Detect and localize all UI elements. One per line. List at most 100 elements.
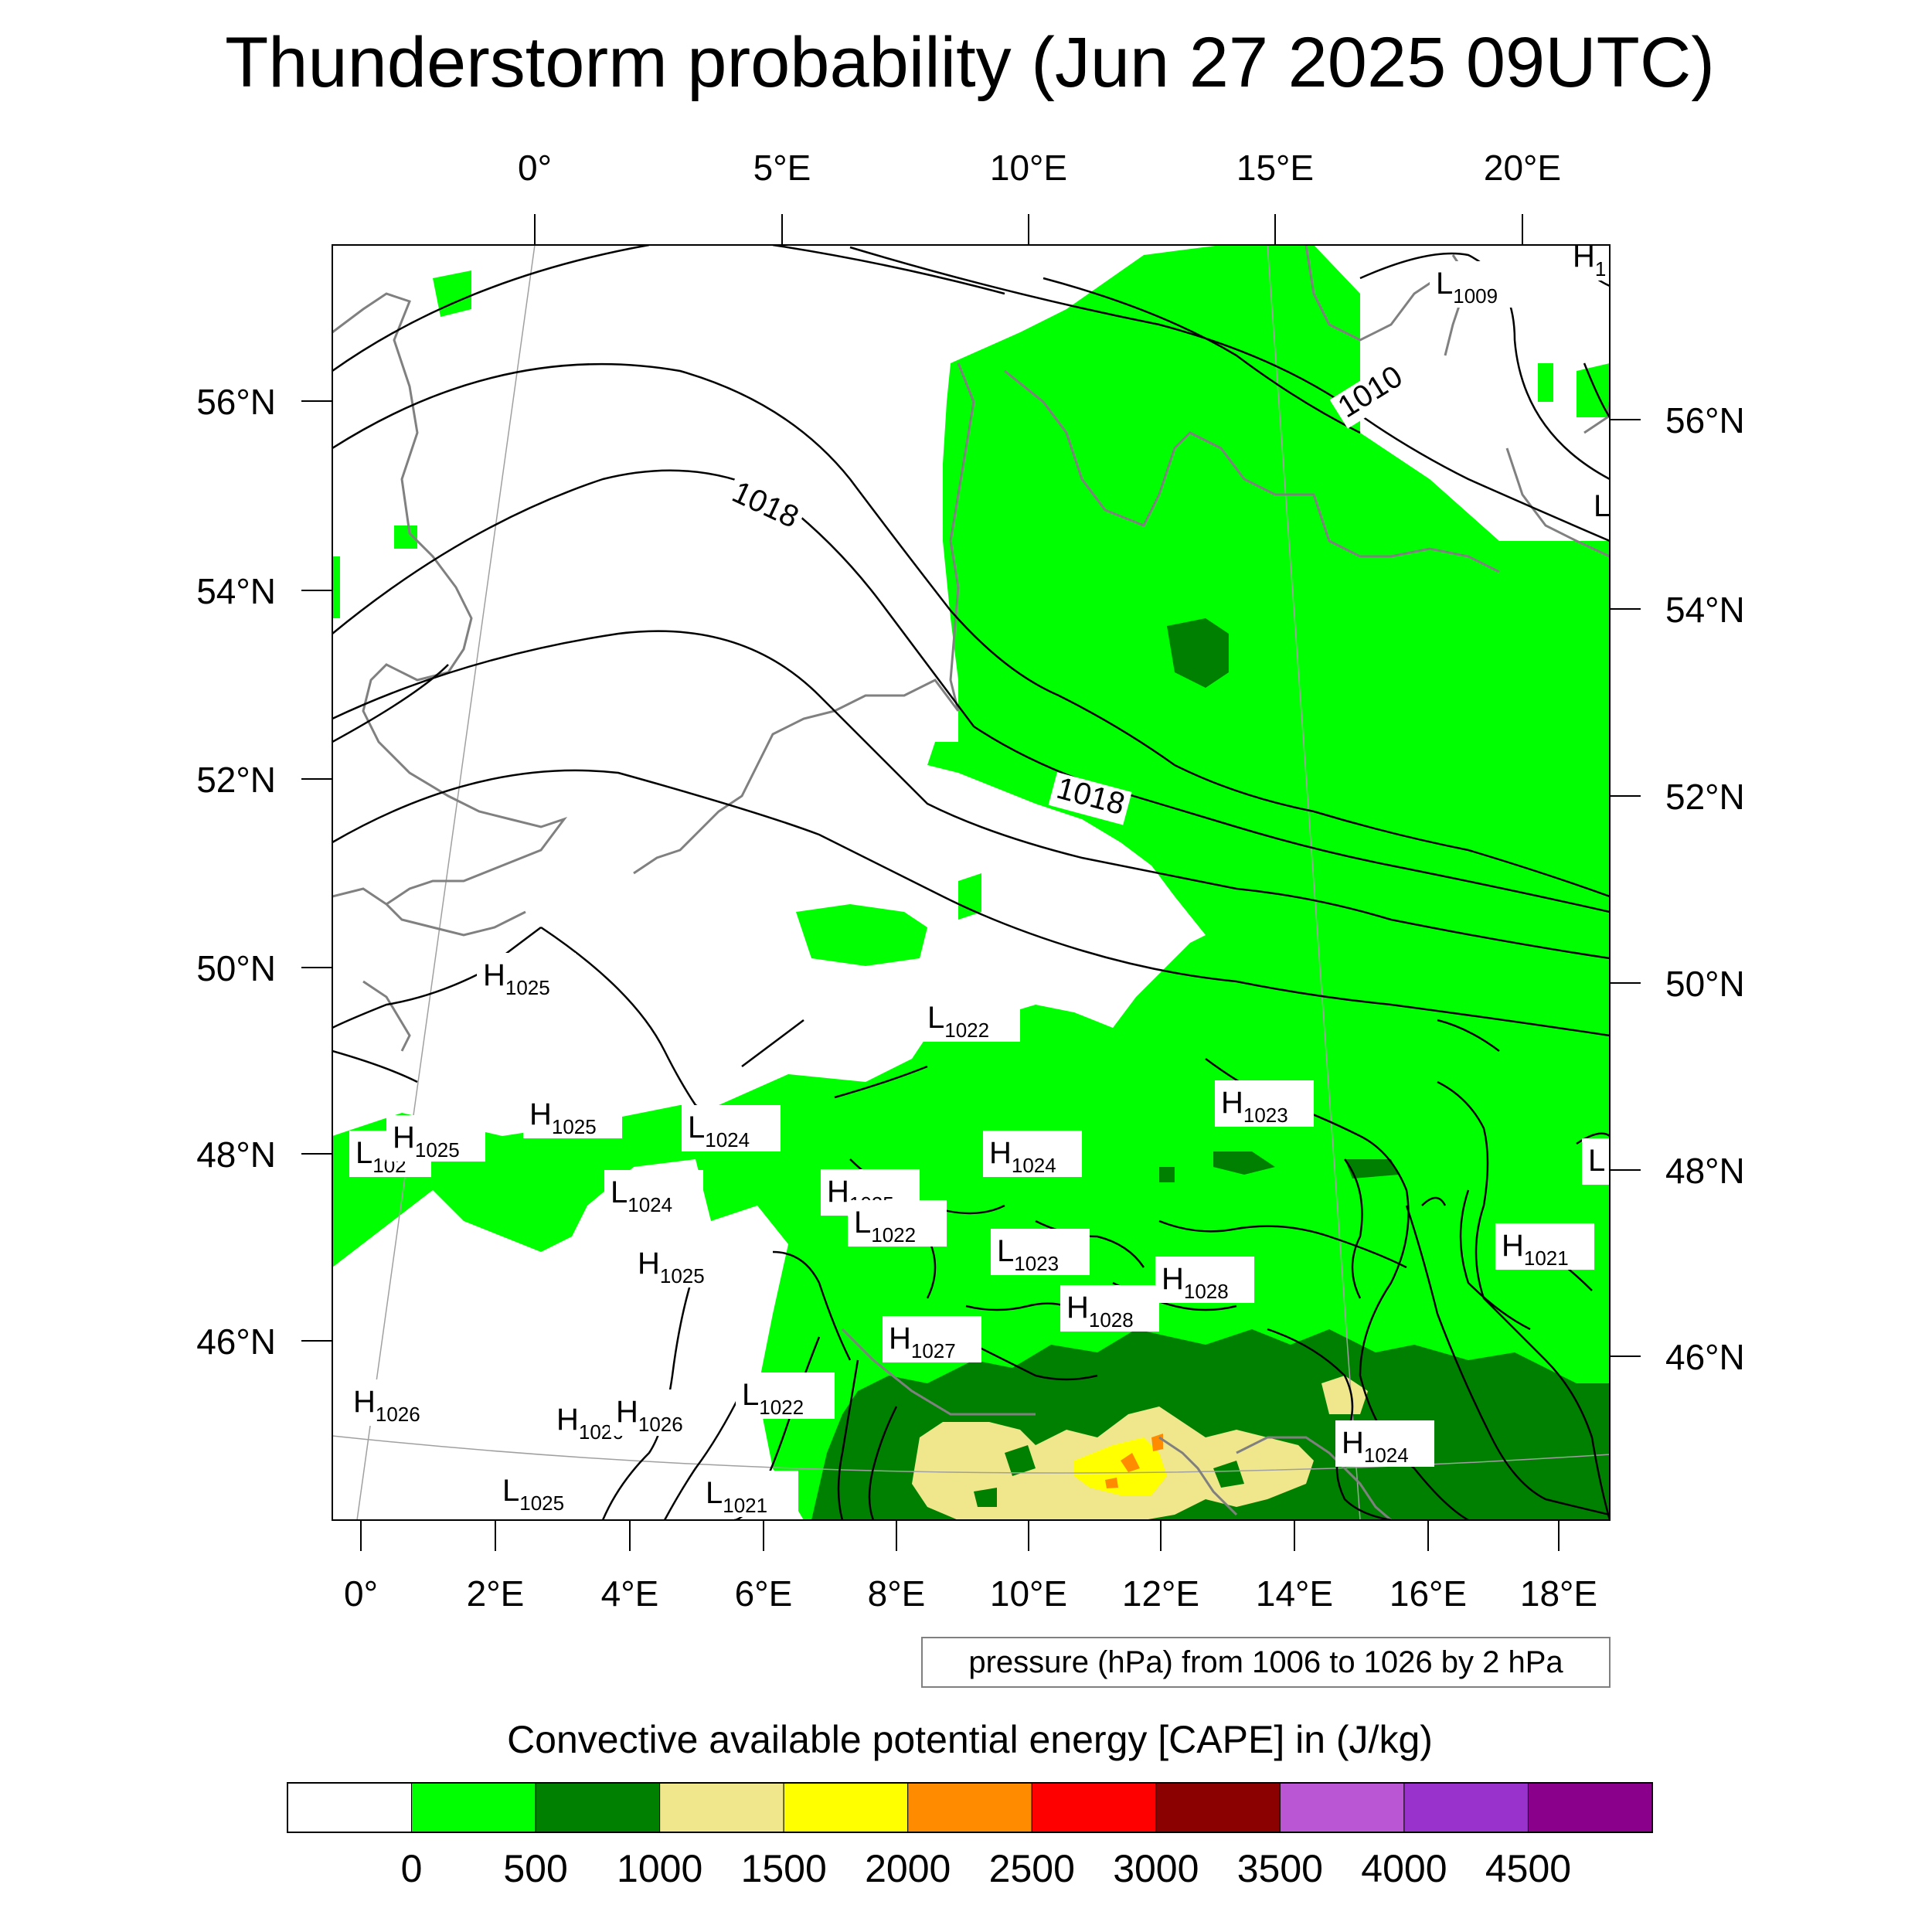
pressure-center-value: 1023 — [1243, 1104, 1288, 1127]
pressure-center-value: 1028 — [1184, 1280, 1229, 1303]
pressure-center-label: H1026 — [347, 1379, 446, 1426]
bottom-lon-label: 12°E — [1122, 1573, 1199, 1614]
pressure-center-label: H1028 — [1155, 1257, 1254, 1303]
colorbar-swatch — [1155, 1782, 1281, 1833]
pressure-center-value: 1021 — [1524, 1247, 1569, 1270]
bottom-lon-label: 14°E — [1256, 1573, 1333, 1614]
pressure-center-value: 1022 — [944, 1019, 989, 1042]
pressure-center-label: H1025 — [386, 1115, 485, 1162]
pressure-center-label: L1024 — [682, 1105, 781, 1151]
colorbar-swatch — [1279, 1782, 1405, 1833]
colorbar-swatches — [287, 1782, 1653, 1833]
pressure-center-label: L1022 — [848, 1200, 947, 1247]
pressure-center-value: 1022 — [759, 1396, 804, 1419]
pressure-center-value: 1024 — [628, 1193, 672, 1216]
pressure-center-letter: L — [1594, 489, 1611, 523]
right-lat-label: 50°N — [1665, 964, 1745, 1004]
colorbar-label: 2000 — [865, 1847, 951, 1890]
pressure-center-value: 1009 — [1453, 284, 1498, 308]
pressure-center-label: L1024 — [604, 1170, 703, 1216]
colorbar-label: 500 — [503, 1847, 567, 1890]
left-lat-label: 56°N — [196, 382, 276, 422]
left-lat-label: 50°N — [196, 948, 276, 988]
pressure-center-value: 1026 — [638, 1413, 683, 1436]
right-lat-label: 48°N — [1665, 1151, 1745, 1191]
pressure-center-letter: L — [1588, 1144, 1605, 1178]
colorbar-title: Convective available potential energy [C… — [507, 1718, 1433, 1761]
right-lat-label: 54°N — [1665, 590, 1745, 630]
bottom-lon-label: 10°E — [990, 1573, 1067, 1614]
pressure-center-value: 1 — [1595, 257, 1606, 281]
map-title: Thunderstorm probability (Jun 27 2025 09… — [225, 23, 1715, 102]
colorbar-swatch — [287, 1782, 413, 1833]
colorbar-label: 0 — [401, 1847, 423, 1890]
colorbar-swatch — [907, 1782, 1032, 1833]
left-axis: 56°N 54°N 52°N 50°N 48°N 46°N — [196, 382, 332, 1362]
colorbar-swatch — [1527, 1782, 1653, 1833]
pressure-center-value: 1024 — [705, 1128, 750, 1151]
bottom-lon-label: 18°E — [1520, 1573, 1597, 1614]
pressure-center-label: H1025 — [477, 953, 576, 999]
left-lat-label: 52°N — [196, 760, 276, 800]
right-lat-label: 46°N — [1665, 1337, 1745, 1377]
left-lat-label: 48°N — [196, 1134, 276, 1175]
pressure-center-value: 1022 — [871, 1223, 916, 1247]
cape-yellow-fill — [1074, 1437, 1167, 1495]
pressure-center-value: 1024 — [1364, 1444, 1409, 1467]
pressure-center-value: 1023 — [1014, 1252, 1059, 1275]
pressure-center-value: 1025 — [505, 976, 550, 999]
pressure-center-label: H1023 — [1215, 1080, 1314, 1127]
pressure-center-value: 1025 — [660, 1264, 705, 1287]
map-frame — [332, 244, 1611, 1521]
right-lat-label: 52°N — [1665, 777, 1745, 817]
pressure-center-value: 1025 — [552, 1115, 597, 1138]
bottom-lon-label: 8°E — [868, 1573, 926, 1614]
top-lon-label: 15°E — [1236, 148, 1314, 188]
pressure-center-label: L1023 — [991, 1229, 1090, 1275]
colorbar: Convective available potential energy [C… — [287, 1718, 1653, 1890]
left-lat-label: 46°N — [196, 1321, 276, 1362]
pressure-center-label: H1024 — [1335, 1420, 1434, 1467]
colorbar-labels: 0 500 1000 1500 2000 2500 3000 3500 4000 4500 — [401, 1847, 1571, 1890]
colorbar-swatch — [535, 1782, 661, 1833]
pressure-center-label: H1024 — [983, 1131, 1082, 1177]
pressure-center-label: H1 — [1566, 245, 1610, 281]
top-lon-label: 5°E — [753, 148, 811, 188]
coastlines — [332, 245, 1610, 1520]
right-axis: 56°N 54°N 52°N 50°N 48°N 46°N — [1610, 400, 1745, 1377]
bottom-lon-label: 16°E — [1389, 1573, 1467, 1614]
pressure-note: pressure (hPa) from 1006 to 1026 by 2 hP… — [968, 1645, 1563, 1679]
colorbar-label: 3000 — [1113, 1847, 1199, 1890]
colorbar-label: 2500 — [989, 1847, 1075, 1890]
top-lon-label: 20°E — [1484, 148, 1561, 188]
pressure-center-value: 1028 — [1089, 1308, 1134, 1332]
colorbar-label: 1000 — [617, 1847, 702, 1890]
colorbar-label: 4000 — [1361, 1847, 1447, 1890]
bottom-lon-label: 2°E — [467, 1573, 525, 1614]
colorbar-swatch — [1031, 1782, 1157, 1833]
pressure-center-value: 1024 — [1012, 1154, 1056, 1177]
pressure-note-box: pressure (hPa) from 1006 to 1026 by 2 hP… — [921, 1637, 1611, 1688]
pressure-center-label: L1021 — [699, 1471, 798, 1517]
right-lat-label: 56°N — [1665, 400, 1745, 440]
pressure-center-label: L — [1587, 484, 1611, 530]
pressure-center-label: H1027 — [883, 1316, 981, 1362]
left-lat-label: 54°N — [196, 571, 276, 611]
bottom-lon-label: 0° — [344, 1573, 378, 1614]
pressure-center-value: 1021 — [723, 1494, 767, 1517]
pressure-center-value: 1025 — [519, 1492, 564, 1515]
pressure-center-label: H1025 — [631, 1241, 730, 1287]
pressure-center-label: H1028 — [1060, 1285, 1159, 1332]
bottom-axis: 0° 2°E 4°E 6°E 8°E 10°E 12°E 14°E 16°E 1… — [344, 1520, 1597, 1614]
colorbar-label: 4500 — [1485, 1847, 1571, 1890]
bottom-lon-label: 4°E — [601, 1573, 659, 1614]
pressure-center-label: L1009 — [1430, 261, 1529, 308]
pressure-center-value: 1027 — [911, 1339, 956, 1362]
pressure-center-label: L — [1582, 1138, 1610, 1185]
pressure-center-label: H1025 — [523, 1092, 622, 1138]
pressure-center-label: L1022 — [921, 995, 1020, 1042]
pressure-center-label: L1025 — [496, 1468, 595, 1515]
